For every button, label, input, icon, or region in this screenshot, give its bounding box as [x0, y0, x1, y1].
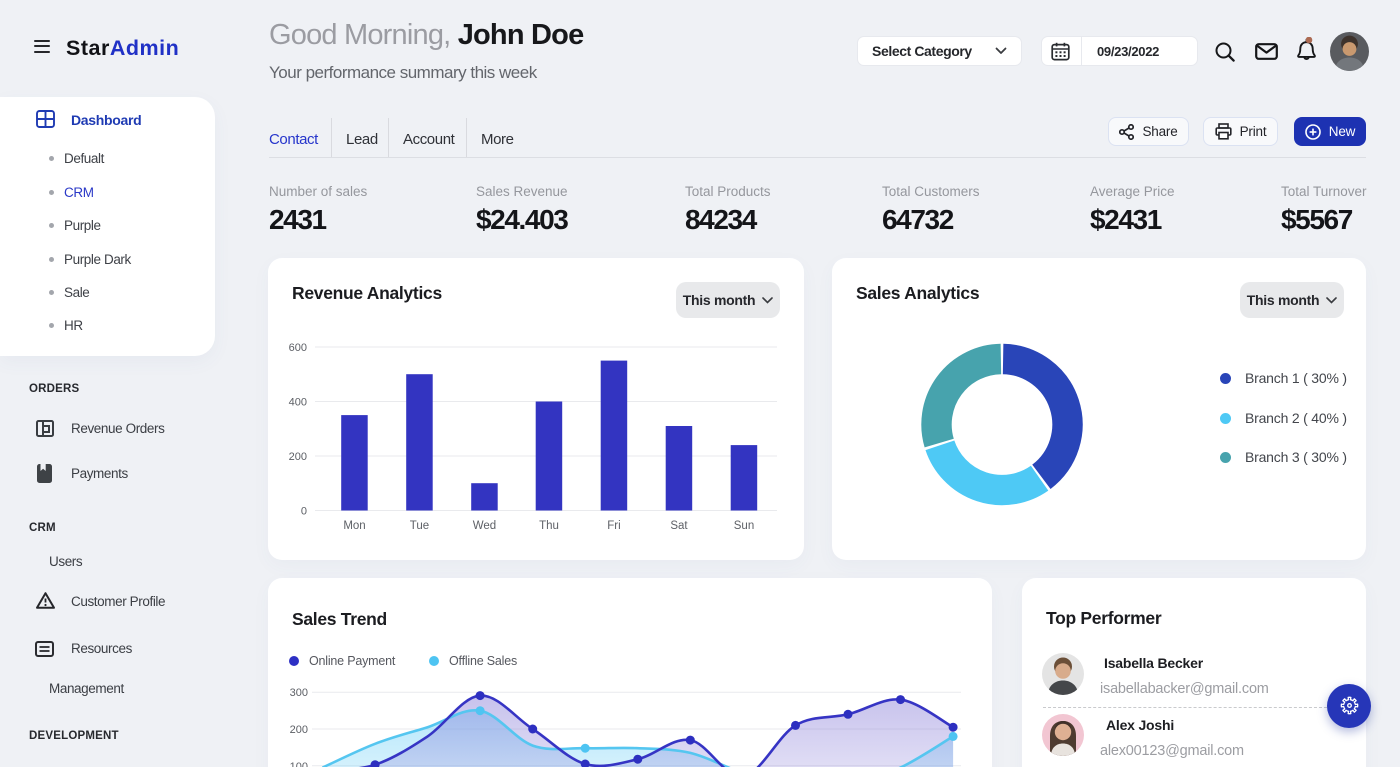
svg-text:400: 400: [289, 397, 307, 409]
svg-text:200: 200: [290, 724, 308, 736]
svg-text:0: 0: [301, 506, 307, 518]
svg-text:100: 100: [290, 761, 308, 767]
svg-text:Tue: Tue: [410, 520, 429, 532]
svg-text:600: 600: [289, 342, 307, 354]
svg-text:Fri: Fri: [607, 520, 620, 532]
svg-text:200: 200: [289, 451, 307, 463]
svg-text:Thu: Thu: [539, 520, 559, 532]
svg-text:Sun: Sun: [734, 520, 754, 532]
svg-text:Sat: Sat: [670, 520, 688, 532]
svg-text:300: 300: [290, 687, 308, 699]
svg-text:Mon: Mon: [343, 520, 365, 532]
svg-text:Wed: Wed: [473, 520, 496, 532]
